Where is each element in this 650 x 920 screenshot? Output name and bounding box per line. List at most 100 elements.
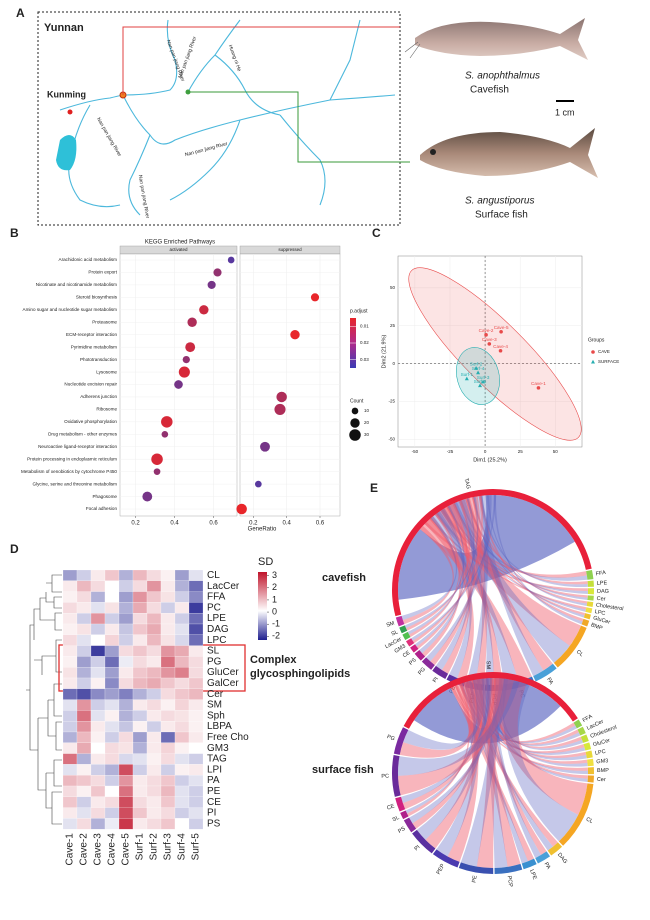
- y-tick-label: Drug metabolism - other enzymes: [48, 432, 118, 437]
- heat-cell: [104, 645, 120, 657]
- chord: [459, 682, 529, 864]
- row-label: Cer: [207, 689, 224, 700]
- heat-cell: [90, 764, 106, 776]
- heat-cell: [62, 699, 78, 711]
- pca-layer: -50 -25 0 25 50 -50 -25 0 25 50 Dim1 (25.2%) Dim2 (…: [381, 255, 619, 463]
- heat-cell: [132, 742, 148, 754]
- heat-cell: [132, 613, 148, 625]
- chord: [424, 518, 474, 681]
- legend-title: SD: [258, 556, 273, 568]
- heat-cell: [146, 796, 162, 808]
- heat-cell: [90, 656, 106, 668]
- river: [68, 104, 121, 208]
- heat-cell: [174, 775, 190, 787]
- heat-cell: [104, 699, 120, 711]
- chord: [412, 495, 484, 644]
- heat-cell: [76, 764, 92, 776]
- facet-label: activated: [169, 247, 188, 252]
- sector: [402, 631, 411, 641]
- heat-cell: [160, 775, 176, 787]
- heat-cell: [188, 613, 204, 625]
- sector: [580, 734, 589, 743]
- colorbar-label: 0.03: [360, 357, 369, 362]
- sector: [432, 665, 449, 680]
- point: [536, 386, 541, 390]
- chord: [490, 678, 542, 859]
- row-label: FFA: [207, 592, 226, 603]
- heat-cell: [132, 667, 148, 679]
- y-tick-label: Oxidative phosphorylation: [64, 419, 117, 424]
- sector-label: LPE: [597, 580, 608, 587]
- y-tick-label: 0: [392, 361, 395, 366]
- row-label: PI: [207, 808, 216, 819]
- heat-cell: [146, 591, 162, 603]
- heat-cell: [188, 623, 204, 635]
- heat-cell: [188, 721, 204, 733]
- heat-cell: [174, 710, 190, 722]
- dot: [260, 441, 270, 452]
- heat-cell: [146, 623, 162, 635]
- heat-cell: [174, 818, 190, 830]
- sector: [458, 862, 494, 874]
- chord: [485, 678, 583, 749]
- heat-cell: [118, 699, 134, 711]
- heat-cell: [76, 677, 92, 689]
- heat-cell: [104, 807, 120, 819]
- heat-cell: [118, 688, 134, 700]
- panel-label: E: [370, 481, 378, 495]
- chord: [467, 678, 521, 867]
- chord: [477, 678, 581, 747]
- heat-cell: [62, 667, 78, 679]
- heat-cell: [160, 667, 176, 679]
- sector: [412, 829, 436, 854]
- connector: [188, 91, 410, 163]
- chord: [471, 496, 588, 604]
- heat-cell: [132, 591, 148, 603]
- colorbar-label: 2: [272, 582, 277, 592]
- heat-cell: [188, 785, 204, 797]
- heat-cell: [62, 645, 78, 657]
- chord: [476, 678, 502, 869]
- heat-cell: [132, 699, 148, 711]
- heat-cell: [76, 721, 92, 733]
- sector: [587, 767, 594, 775]
- heat-cell: [160, 602, 176, 614]
- chord: [440, 506, 503, 685]
- heat-cell: [76, 656, 92, 668]
- heat-cell: [188, 753, 204, 765]
- chord: [401, 678, 492, 804]
- x-tick-label: 0.6: [209, 521, 218, 527]
- heat-cell: [62, 602, 78, 614]
- panel-label: C: [372, 226, 381, 240]
- heat-cell: [90, 613, 106, 625]
- chord: [465, 496, 487, 685]
- colorbar-label: -1: [272, 619, 280, 629]
- row-label: LPC: [207, 635, 226, 646]
- heat-cell: [90, 699, 106, 711]
- heat-cell: [62, 796, 78, 808]
- legend-label: 20: [364, 420, 370, 425]
- chord: [426, 495, 492, 662]
- heat-cell: [90, 623, 106, 635]
- sector-label: PEP: [469, 691, 477, 703]
- river-label: Nan pan jiang River: [177, 36, 198, 80]
- y-tick-label: Arachidonic acid metabolism: [59, 257, 118, 262]
- heat-cell: [132, 710, 148, 722]
- y-tick-label: Ribosome: [96, 407, 117, 412]
- lake: [56, 135, 77, 171]
- sector-label: GluCer: [592, 615, 611, 625]
- colorbar-label: 0.01: [360, 324, 369, 329]
- chord: [416, 678, 493, 840]
- x-tick-label: 0.2: [131, 521, 140, 527]
- legend-dot: [351, 407, 359, 415]
- heat-cell: [188, 796, 204, 808]
- row-label: PE: [207, 786, 221, 797]
- chord: [399, 679, 479, 758]
- sector: [581, 618, 590, 627]
- sector-label: DAG: [556, 852, 568, 865]
- chord: [477, 678, 508, 868]
- heat-cell: [188, 677, 204, 689]
- point: [478, 383, 483, 388]
- heat-cell: [174, 634, 190, 646]
